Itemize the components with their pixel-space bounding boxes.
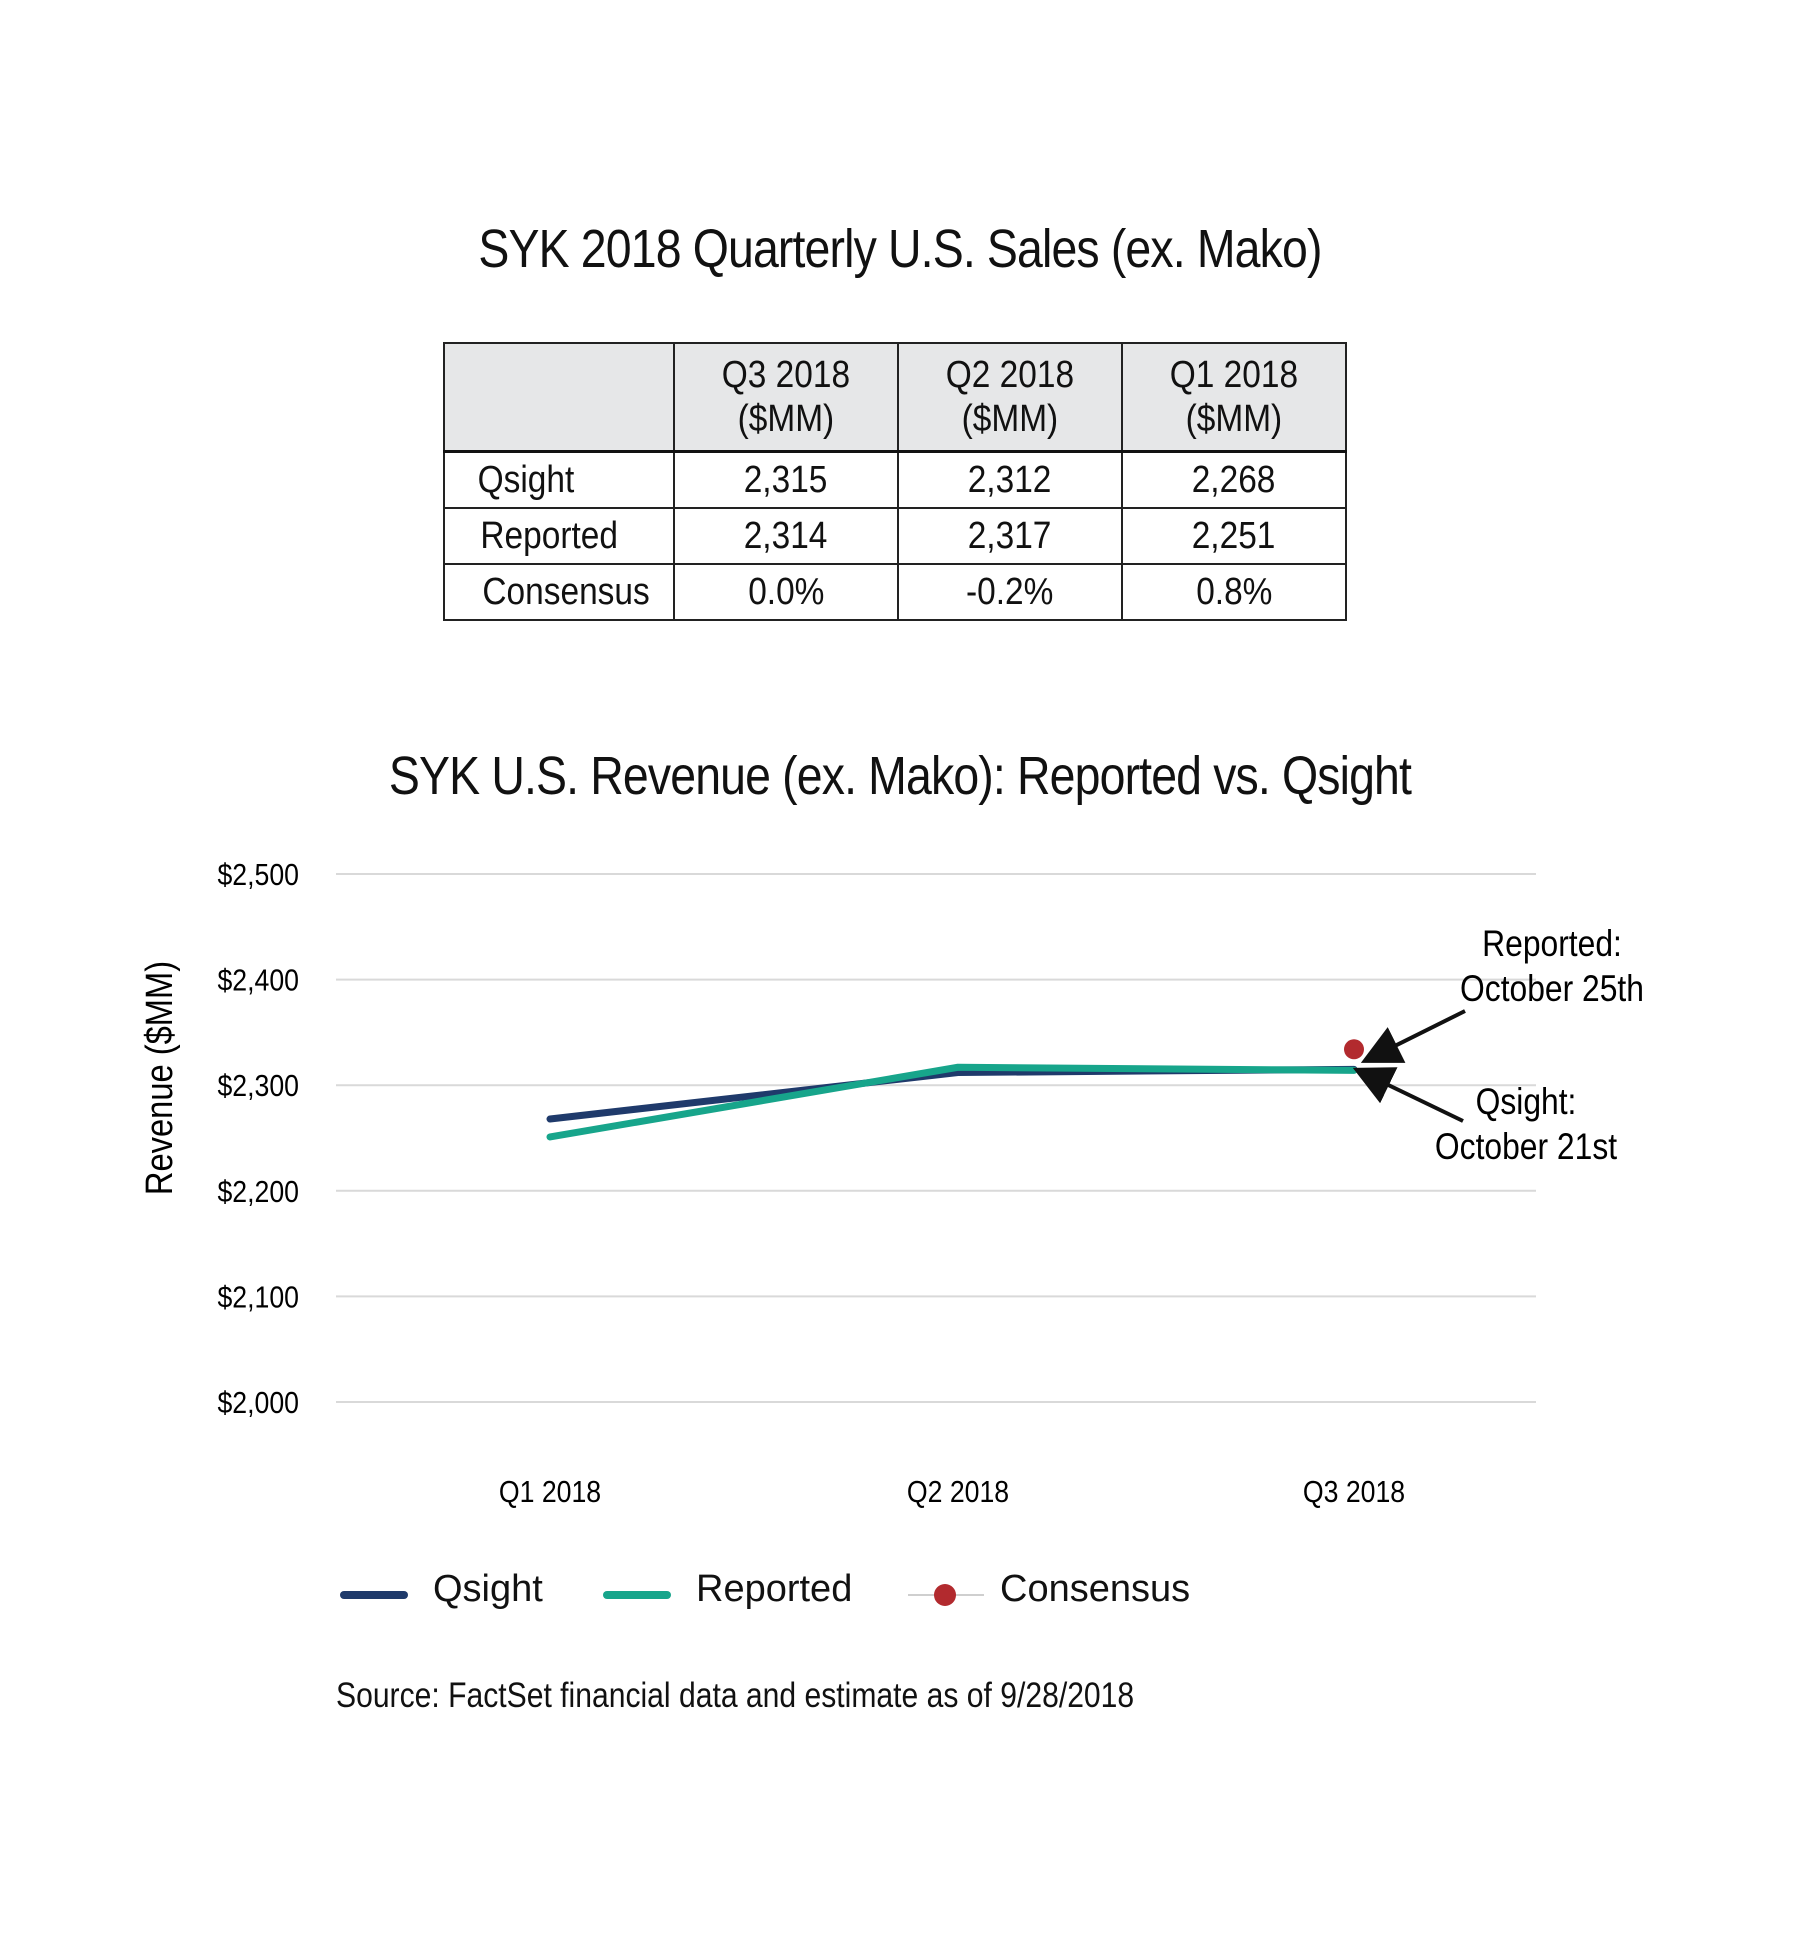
table-cell: 2,312 xyxy=(897,450,1123,509)
y-tick-label: $2,000 xyxy=(217,1386,299,1420)
table-cell: 2,251 xyxy=(1121,507,1347,565)
annotation-label: October 21st xyxy=(1435,1127,1618,1168)
legend-swatch-qsight xyxy=(340,1591,408,1599)
column-header: Q3 2018 ($MM) xyxy=(673,342,899,453)
annotation-label: October 25th xyxy=(1460,969,1644,1010)
y-tick-label: $2,300 xyxy=(217,1069,299,1103)
annotation-arrow xyxy=(1352,1067,1464,1123)
table-cell: -0.2% xyxy=(897,563,1123,621)
y-axis-label: Revenue ($MM) xyxy=(138,961,181,1195)
x-tick-label: Q1 2018 xyxy=(499,1475,601,1509)
table-cell: 2,315 xyxy=(673,450,899,509)
consensus-point xyxy=(1344,1039,1364,1060)
y-tick-label: $2,400 xyxy=(217,964,299,998)
table-corner-cell xyxy=(443,342,675,453)
legend-label-qsight: Qsight xyxy=(433,1568,543,1610)
sales-table: Q3 2018 ($MM) Q2 2018 ($MM) Q1 2018 ($MM) Q… xyxy=(443,342,1347,621)
annotation-label: Qsight: xyxy=(1476,1082,1577,1123)
legend-marker-consensus xyxy=(934,1584,956,1606)
row-label: Reported xyxy=(443,507,675,565)
table-row: Consensus 0.0% -0.2% 0.8% xyxy=(443,563,1347,621)
x-tick-label: Q3 2018 xyxy=(1303,1475,1405,1509)
legend-label-consensus: Consensus xyxy=(1000,1568,1191,1610)
table-cell: 0.0% xyxy=(673,563,899,621)
table-row: Reported 2,314 2,317 2,251 xyxy=(443,507,1347,565)
row-label: Consensus xyxy=(443,563,675,621)
x-tick-label: Q2 2018 xyxy=(907,1475,1009,1509)
y-tick-label: $2,500 xyxy=(217,858,299,892)
y-tick-label: $2,200 xyxy=(217,1175,299,1209)
series-line-reported xyxy=(546,1063,1358,1141)
source-note: Source: FactSet financial data and estim… xyxy=(336,1676,1135,1715)
column-header: Q2 2018 ($MM) xyxy=(897,342,1123,453)
table-cell: 2,268 xyxy=(1121,450,1347,509)
table-row: Qsight 2,315 2,312 2,268 xyxy=(443,450,1347,509)
annotation-arrow xyxy=(1360,1009,1466,1063)
table-cell: 2,314 xyxy=(673,507,899,565)
series-line-qsight xyxy=(546,1065,1358,1123)
y-tick-label: $2,100 xyxy=(217,1281,299,1315)
table-cell: 2,317 xyxy=(897,507,1123,565)
column-header: Q1 2018 ($MM) xyxy=(1121,342,1347,453)
legend-label-reported: Reported xyxy=(696,1568,853,1610)
chart-title: SYK U.S. Revenue (ex. Mako): Reported vs… xyxy=(388,746,1412,806)
table-cell: 0.8% xyxy=(1121,563,1347,621)
legend-swatch-reported xyxy=(603,1591,671,1599)
row-label: Qsight xyxy=(443,450,675,509)
table-title: SYK 2018 Quarterly U.S. Sales (ex. Mako) xyxy=(478,219,1322,279)
annotation-label: Reported: xyxy=(1482,924,1622,965)
table-header-row: Q3 2018 ($MM) Q2 2018 ($MM) Q1 2018 ($MM) xyxy=(443,342,1347,453)
